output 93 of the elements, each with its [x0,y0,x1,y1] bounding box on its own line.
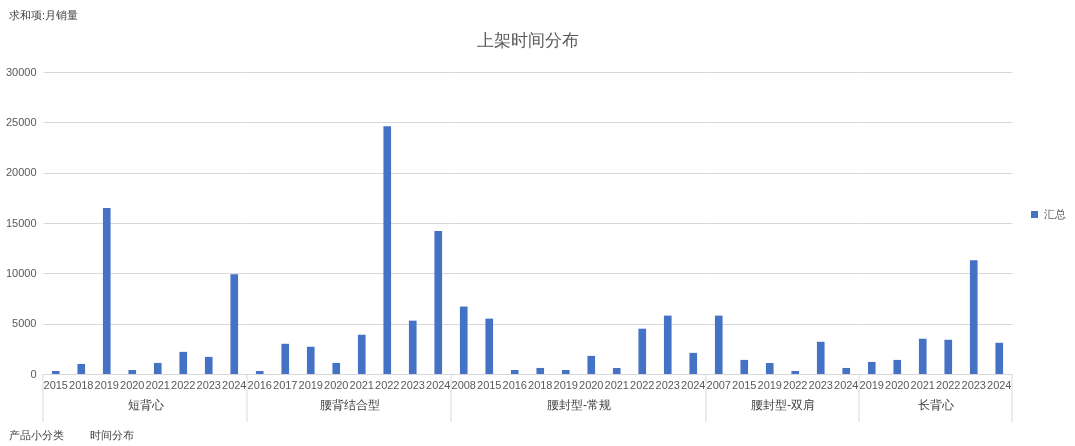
x-tick-label: 2023 [400,378,425,391]
bar [969,260,978,374]
bar [281,343,290,374]
x-tick-label: 2019 [298,378,323,391]
x-tick-label: 2018 [69,378,94,391]
chart-title: 上架时间分布 [476,31,579,50]
x-tick-label: 2021 [349,378,374,391]
bar [255,370,264,374]
bar [995,342,1004,374]
x-tick-label: 2007 [706,378,731,391]
bar [230,274,239,374]
x-tick-label: 2019 [757,378,782,391]
bar [918,338,927,374]
x-axis-title: 短背心 [127,397,164,412]
bar [612,367,621,374]
x-tick-label: 2022 [630,378,655,391]
x-tick-label: 2024 [987,378,1012,391]
bar [638,328,647,374]
bar [357,334,366,374]
x-tick-label: 2021 [604,378,629,391]
bar [204,356,213,374]
x-tick-label: 2021 [145,378,170,391]
bar [510,369,519,374]
y-tick-label: 20000 [5,166,37,179]
x-tick-label: 2024 [222,378,247,391]
bar [740,359,749,374]
bar [765,362,774,374]
legend-label: 汇总 [1044,207,1066,220]
y-tick-label: 5000 [12,317,37,330]
text: 产品小分类 [9,429,64,441]
bar [663,315,672,374]
bar [128,369,137,374]
x-tick-label: 2015 [43,378,68,391]
x-tick-label: 2022 [375,378,400,391]
y-tick-label: 25000 [5,115,37,128]
bar [893,359,902,374]
bar [791,370,800,374]
bar [867,361,876,374]
x-tick-label: 2024 [834,378,859,391]
x-tick-label: 2016 [247,378,272,391]
y-tick-label: 30000 [5,65,37,78]
bar [459,306,468,374]
bar [153,362,162,374]
x-axis-title: 长背心 [918,397,954,412]
bar [408,320,417,374]
bar [944,339,953,374]
text: 求和项:月销量 [9,9,79,21]
x-tick-label: 2018 [528,378,553,391]
bar [179,351,188,374]
x-axis-title: 腰封型-双肩 [751,397,815,412]
x-tick-label: 2022 [171,378,196,391]
x-tick-label: 2023 [655,378,680,391]
x-tick-label: 2024 [426,378,451,391]
bar [306,346,315,374]
x-tick-label: 2016 [502,378,527,391]
x-axis-title: 腰封型-常规 [547,397,611,412]
bar [587,355,596,374]
x-tick-label: 2020 [885,378,910,391]
text: 时间分布 [90,429,134,441]
y-tick-label: 15000 [5,216,37,229]
x-tick-label: 2023 [196,378,221,391]
x-tick-label: 2015 [732,378,757,391]
bar [383,126,392,374]
y-tick-label: 10000 [5,266,37,279]
x-tick-label: 2022 [936,378,961,391]
x-tick-label: 2019 [94,378,119,391]
x-tick-label: 2019 [859,378,884,391]
x-tick-label: 2019 [553,378,578,391]
x-tick-label: 2015 [477,378,502,391]
x-tick-label: 2020 [120,378,145,391]
bar [816,341,825,374]
x-axis-title: 腰背结合型 [319,397,380,412]
bar [485,318,494,374]
bar [51,370,60,374]
x-tick-label: 2022 [783,378,808,391]
bar [434,231,443,374]
x-tick-label: 2008 [451,378,476,391]
x-tick-label: 2021 [910,378,935,391]
bar [77,363,86,374]
x-tick-label: 2020 [324,378,349,391]
y-tick-label: 0 [30,367,37,380]
x-tick-label: 2023 [961,378,986,391]
x-tick-label: 2020 [579,378,604,391]
bar [689,352,698,374]
bar [536,367,545,374]
x-tick-label: 2024 [681,378,706,391]
x-tick-label: 2023 [808,378,833,391]
x-tick-label: 2017 [273,378,298,391]
bar [102,207,111,374]
bar [842,367,851,374]
bar [332,362,341,374]
bar [561,369,570,374]
bar [714,315,723,374]
